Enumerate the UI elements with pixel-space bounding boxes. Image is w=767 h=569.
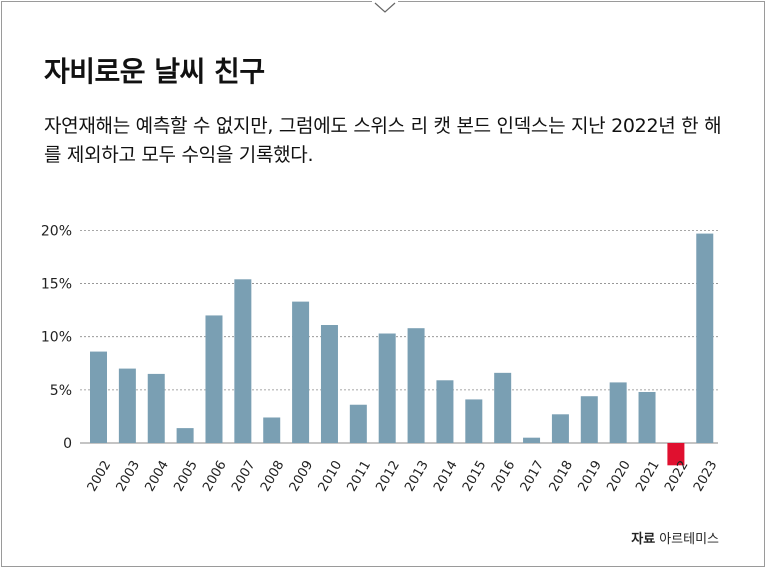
x-tick-label: 2006 <box>200 458 230 494</box>
y-tick-label: 5% <box>50 383 72 399</box>
bar-2006 <box>205 315 223 443</box>
x-tick-label: 2023 <box>691 458 721 494</box>
bar-2019 <box>580 396 598 443</box>
bar-2004 <box>147 373 165 443</box>
x-tick-label: 2016 <box>489 458 519 494</box>
bars <box>90 233 714 466</box>
x-axis-ticks: 2002 2003 2004 2005 2006 2007 2008 2009 2010 2011… <box>85 458 721 494</box>
x-tick-label: 2007 <box>229 458 259 494</box>
x-tick-label: 2009 <box>287 458 317 494</box>
bar-2009 <box>292 301 310 443</box>
bar-2005 <box>176 428 194 443</box>
bar-2016 <box>494 372 512 443</box>
x-tick-label: 2013 <box>402 458 432 494</box>
source-label: 자료 <box>631 532 656 547</box>
source-value: 아르테미스 <box>659 532 719 547</box>
bar-2013 <box>407 328 425 443</box>
bar-2008 <box>263 417 281 443</box>
x-tick-label: 2014 <box>431 458 461 494</box>
x-tick-label: 2012 <box>373 458 403 494</box>
bar-2022 <box>667 443 685 466</box>
bar-2020 <box>609 382 627 443</box>
bar-2015 <box>465 399 483 443</box>
bar-2023 <box>696 233 714 443</box>
bar-2014 <box>436 380 454 443</box>
x-tick-label: 2019 <box>575 458 605 494</box>
y-tick-label: 20% <box>41 223 72 239</box>
x-tick-label: 2003 <box>114 458 144 494</box>
bar-2007 <box>234 279 252 443</box>
y-tick-label: 15% <box>41 277 72 293</box>
top-notch <box>372 0 398 14</box>
bar-2012 <box>378 333 396 443</box>
x-tick-label: 2008 <box>258 458 288 494</box>
x-tick-label: 2021 <box>633 458 663 494</box>
bar-2011 <box>349 404 367 443</box>
bar-2010 <box>320 325 338 443</box>
chart-title: 자비로운 날씨 친구 <box>44 55 265 88</box>
bar-2002 <box>90 351 107 443</box>
bar-2003 <box>118 368 136 443</box>
x-tick-label: 2015 <box>460 458 490 494</box>
x-tick-label: 2022 <box>662 458 692 494</box>
y-tick-label: 10% <box>41 330 72 346</box>
y-axis-ticks: 0 5% 10% 15% 20% <box>41 223 72 452</box>
bar-2021 <box>638 391 656 443</box>
y-tick-label: 0 <box>63 436 72 452</box>
x-tick-label: 2017 <box>518 458 548 494</box>
x-tick-label: 2004 <box>142 458 172 494</box>
x-tick-label: 2002 <box>85 458 115 494</box>
bar-2017 <box>523 437 541 443</box>
x-tick-label: 2018 <box>547 458 577 494</box>
x-tick-label: 2020 <box>604 458 634 494</box>
source-note: 자료 아르테미스 <box>631 528 719 547</box>
x-tick-label: 2011 <box>345 458 375 494</box>
chart-subtitle: 자연재해는 예측할 수 없지만, 그럼에도 스위스 리 캣 본드 인덱스는 지난… <box>44 115 722 166</box>
x-tick-label: 2005 <box>171 458 201 494</box>
x-tick-label: 2010 <box>316 458 346 494</box>
bar-2018 <box>551 414 569 443</box>
